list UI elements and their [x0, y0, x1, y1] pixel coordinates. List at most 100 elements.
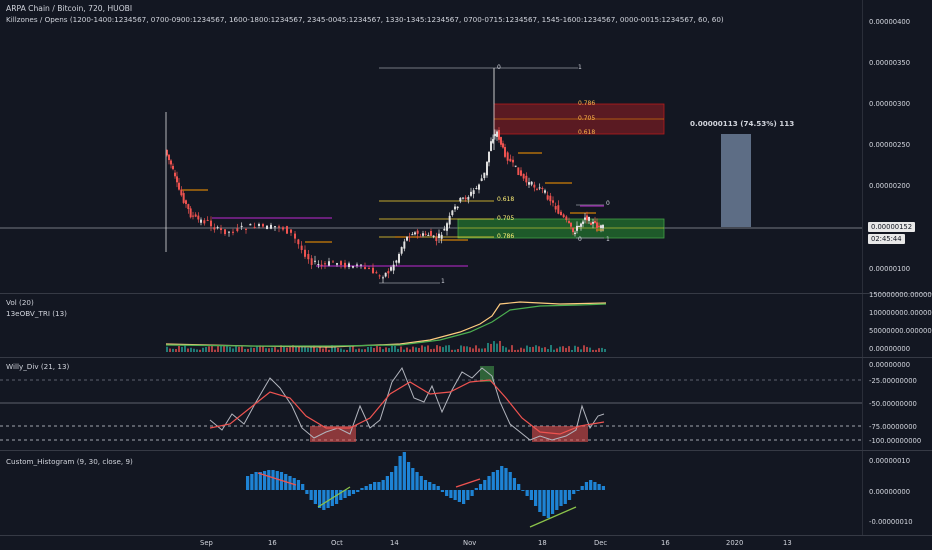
candle-body	[314, 260, 316, 262]
histogram-bar	[368, 484, 373, 490]
candle-body	[262, 224, 264, 227]
fib-right-zero-b-label: 0	[578, 236, 582, 243]
histogram-bar	[364, 486, 368, 490]
volume-bar	[169, 348, 171, 352]
volume-bar	[412, 346, 414, 352]
histogram-chart	[246, 452, 605, 528]
volume-bar	[436, 345, 438, 352]
candle-body	[554, 206, 557, 210]
obv-line	[165, 301, 607, 348]
histogram-bar	[478, 484, 483, 490]
candle-body	[372, 267, 374, 274]
histogram-bar	[597, 484, 601, 490]
histogram-bar	[275, 471, 279, 490]
histogram-bar	[394, 466, 398, 490]
candle-body	[546, 195, 549, 200]
time-tick: Dec	[594, 539, 608, 547]
candle-body	[528, 182, 530, 185]
volume-bar	[490, 343, 492, 352]
price-pane[interactable]: ARPA Chain / Bitcoin, 720, HUOBI Killzon…	[0, 0, 932, 293]
fib-top-zero: 0	[497, 64, 501, 71]
volume-bar	[571, 349, 573, 352]
candle-body	[568, 221, 570, 223]
volume-bar	[184, 345, 186, 352]
candle-body	[278, 226, 280, 228]
volume-bar	[589, 347, 591, 352]
pane-separator[interactable]	[0, 357, 932, 358]
candle-body	[400, 247, 403, 254]
volume-bar	[319, 347, 321, 352]
candle-body	[470, 191, 472, 196]
candle-body	[443, 228, 446, 231]
volume-bar	[538, 346, 540, 352]
candle-body	[432, 235, 435, 237]
volume-bar	[196, 349, 198, 352]
histogram-tick: -0.00000010	[869, 518, 913, 526]
candle-body	[541, 187, 544, 189]
price-chart-area[interactable]: ARPA Chain / Bitcoin, 720, HUOBI Killzon…	[0, 0, 862, 293]
candle-body	[574, 232, 576, 235]
volume-bar	[250, 347, 252, 352]
willy-axis[interactable]: 0.00000000 -25.00000000 -50.00000000 -75…	[862, 358, 932, 450]
histogram-pane[interactable]: Custom_Histogram (9, 30, close, 9) 0.000…	[0, 451, 932, 535]
time-axis[interactable]: Sep 16 Oct 14 Nov 18 Dec 16 2020 13	[0, 535, 932, 550]
volume-bar	[517, 349, 519, 352]
pane-separator[interactable]	[0, 293, 932, 294]
histogram-bar	[305, 490, 309, 494]
volume-bar	[298, 346, 300, 352]
volume-chart-area[interactable]: Vol (20) 13eOBV_TRI (13)	[0, 294, 862, 357]
candle-body	[427, 234, 430, 236]
volume-bar	[328, 349, 330, 352]
countdown-tag: 02:45:44	[868, 234, 905, 244]
candle-body	[382, 277, 384, 279]
volume-axis[interactable]: 150000000.00000000 100000000.00000000 50…	[862, 291, 932, 357]
histogram-bar	[419, 476, 423, 490]
histogram-bar	[529, 490, 533, 500]
volume-bar	[493, 341, 495, 352]
candle-body	[290, 229, 292, 233]
candle-body	[536, 188, 538, 190]
histogram-bar	[449, 490, 453, 498]
histogram-bar	[589, 480, 593, 490]
measure-label: 0.00000113 (74.53%) 113	[690, 119, 795, 128]
willy-tick: -75.00000000	[869, 423, 917, 431]
histogram-chart-area[interactable]: Custom_Histogram (9, 30, close, 9)	[0, 451, 862, 535]
candle-body	[592, 222, 594, 224]
candle-body	[170, 160, 172, 165]
histogram-axis[interactable]: 0.00000010 0.00000000 -0.00000010	[862, 451, 932, 535]
volume-bar	[253, 347, 255, 352]
candle-body	[307, 253, 310, 260]
candle-body	[232, 231, 234, 233]
histogram-bar	[356, 490, 360, 492]
time-tick: Sep	[200, 539, 213, 547]
candle-body	[185, 200, 187, 204]
fib-right-one-label: 1	[606, 236, 610, 243]
volume-bar	[199, 349, 201, 352]
histogram-bar	[428, 482, 432, 490]
willy-chart-area[interactable]: Willy_Div (21, 13)	[0, 358, 862, 450]
histogram-bar	[525, 490, 529, 496]
candle-body	[600, 225, 602, 229]
volume-bar	[427, 345, 429, 352]
willy-pane[interactable]: Willy_Div (21, 13) 0.00000000 -25.000000…	[0, 358, 932, 450]
pane-separator[interactable]	[0, 450, 932, 451]
volume-bar	[346, 349, 348, 352]
candle-body	[488, 151, 490, 163]
volume-bar	[511, 345, 513, 352]
histogram-bar	[504, 468, 508, 490]
volume-bar	[505, 347, 507, 352]
volume-bar	[418, 347, 420, 352]
histogram-bar	[483, 480, 487, 490]
volume-bar	[331, 345, 333, 352]
volume-bar	[496, 343, 498, 352]
candle-body	[300, 245, 303, 250]
candle-body	[378, 275, 381, 277]
volume-pane[interactable]: Vol (20) 13eOBV_TRI (13) 150000000.00000…	[0, 291, 932, 357]
price-chart[interactable]	[0, 0, 862, 293]
volume-bar	[295, 345, 297, 352]
candle-body	[522, 173, 525, 179]
volume-bar	[400, 346, 402, 352]
volume-bar	[217, 345, 219, 352]
volume-bar	[562, 346, 564, 352]
price-axis[interactable]: 0.00000400 0.00000350 0.00000300 0.00000…	[862, 0, 932, 293]
